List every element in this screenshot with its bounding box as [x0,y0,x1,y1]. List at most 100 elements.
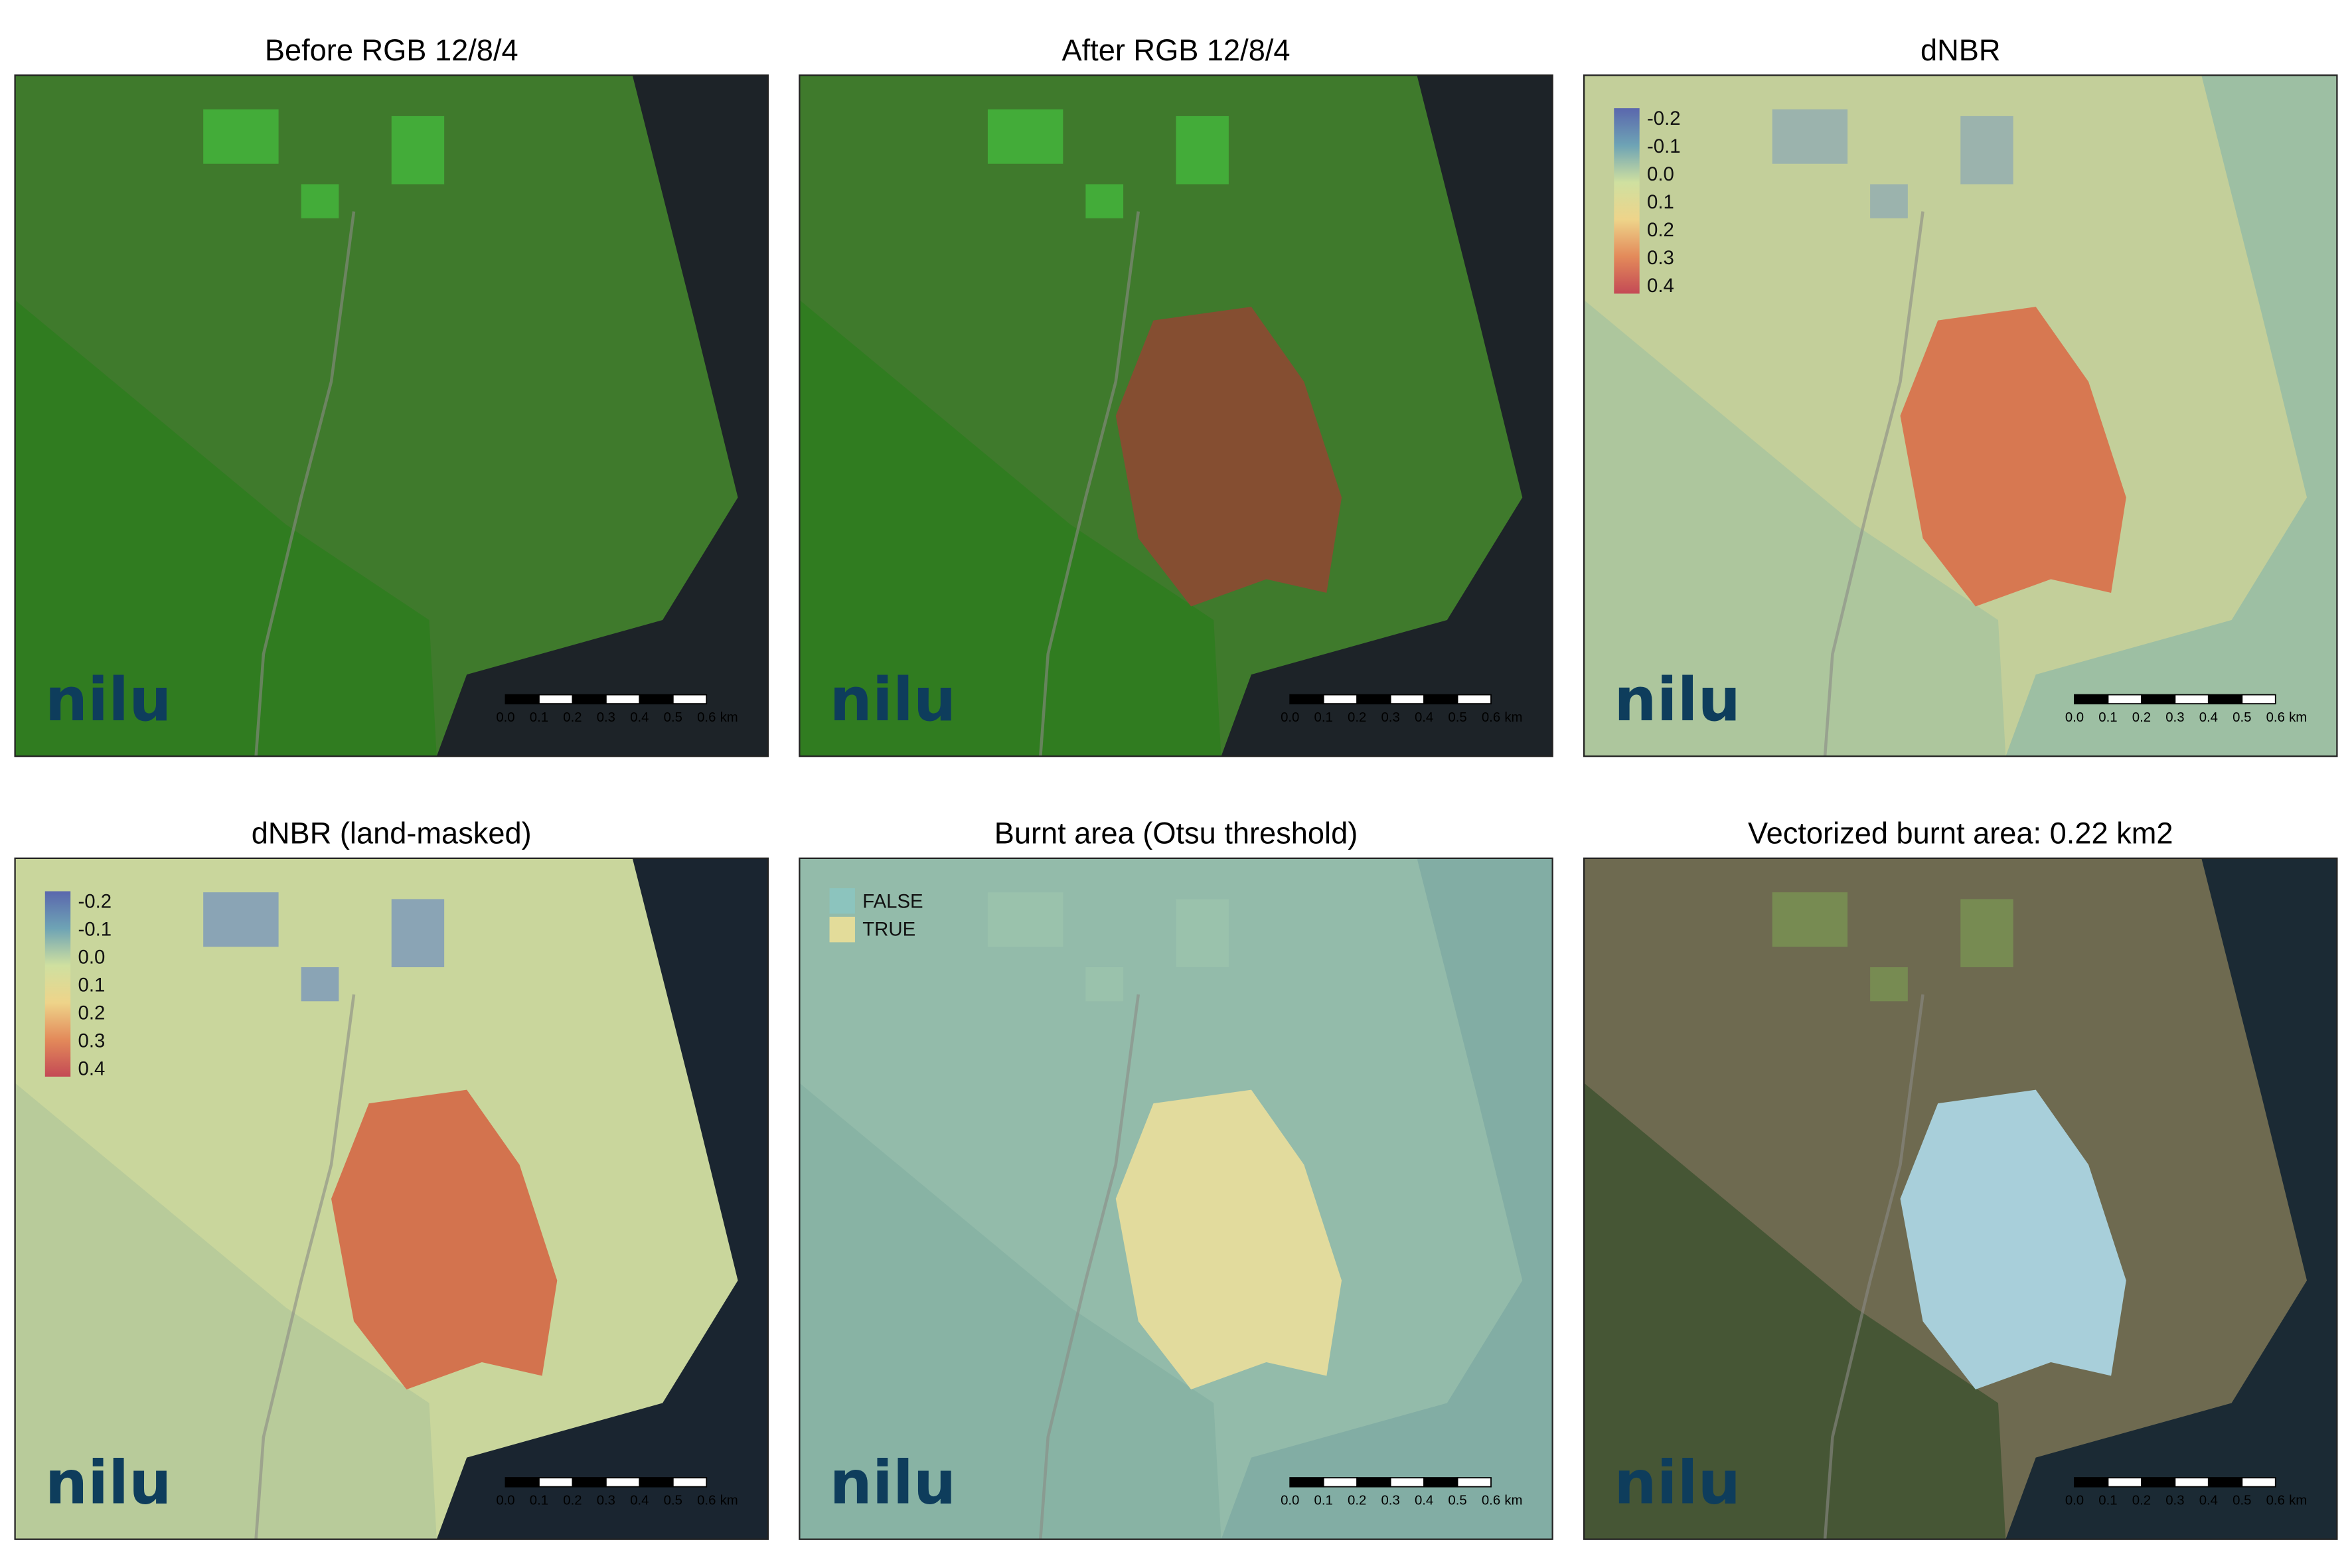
map-field [391,899,445,967]
panel-title: After RGB 12/8/4 [1061,33,1290,67]
scale-label: 0.0 [496,1494,514,1508]
legend-label: FALSE [862,890,923,912]
scale-label: 0.4 [2199,1494,2218,1508]
logo: nilu [1614,665,1741,735]
map-field [1085,184,1124,218]
scale-label: 0.0 [2065,1494,2084,1508]
map-road [1823,211,1924,757]
scale-label: 0.1 [530,1494,548,1508]
scale-label: 0.3 [2165,1494,2184,1508]
map-forest [1584,299,2006,757]
scale-label: 0.0 [1281,710,1299,725]
map-field [301,967,339,1002]
scale-label: 0.5 [1448,1494,1466,1508]
map-frame [14,857,769,1540]
logo: nilu [830,665,957,735]
map-panel: Before RGB 12/8/4 nilu 0.0 0.1 0.2 0.3 0.4 0.5 0… [14,33,769,757]
scale-label: 0.2 [1348,710,1366,725]
map-panel: After RGB 12/8/4 nilu 0.0 0.1 0.2 0.3 0.4 0.5 0.… [799,33,1553,757]
scale-unit: km [1504,1494,1522,1508]
scale-unit: km [2289,710,2307,725]
scale-label: 0.0 [1281,1494,1299,1508]
map-field [1960,899,2013,967]
scale-label: 0.6 [1482,710,1500,725]
map-frame [799,857,1553,1540]
scale-segment [672,1477,708,1488]
scale-segment [1356,1477,1391,1488]
legend-label: -0.1 [1647,135,1681,157]
scale-label: 0.1 [530,710,548,725]
scale-unit: km [720,710,738,725]
panel-title: Vectorized burnt area: 0.22 km2 [1748,816,2173,850]
map-forest [15,299,437,757]
scale-segment [1423,1477,1458,1488]
map-field [1772,892,1848,947]
scale-label: 0.2 [2132,1494,2151,1508]
scale-segment [2207,1477,2243,1488]
map-road [254,211,356,757]
map-field [301,184,339,218]
map-water [2005,858,2337,1539]
scale-label: 0.0 [2065,710,2084,725]
legend-label: 0.2 [78,1002,105,1024]
map-road [1039,211,1140,757]
scale-segment [2241,694,2276,705]
burn-area [331,1089,558,1390]
map-road [1039,994,1140,1539]
legend-colorbar [1614,108,1640,294]
scale-unit: km [720,1494,738,1508]
map-water [2005,75,2337,757]
map-water [1221,75,1553,757]
legend-label: TRUE [862,918,915,940]
scale-label: 0.5 [1448,710,1466,725]
legend-label: 0.0 [78,946,105,968]
panel-title: dNBR [1921,33,2001,67]
scale-segment [1289,1477,1324,1488]
burn-area [1900,1089,2126,1390]
map-field [1772,109,1848,164]
panel-title: dNBR (land-masked) [252,816,532,850]
map-water [436,858,768,1539]
map-water [436,75,768,757]
scale-segment [505,1477,540,1488]
scale-segment [572,1477,607,1488]
map-road [254,994,356,1539]
map-panel: dNBR (land-masked) -0.2 -0.1 0.0 0.1 0.2 0.3 0.… [14,816,769,1540]
panel-title: Before RGB 12/8/4 [265,33,518,67]
scale-unit: km [1504,710,1522,725]
burn-area [1115,307,1342,607]
scale-label: 0.4 [2199,710,2218,725]
scale-segment [2107,1477,2142,1488]
scale-segment [2141,694,2176,705]
scale-segment [2174,694,2209,705]
scale-segment [505,694,540,705]
map-frame [799,74,1553,757]
scale-segment [2141,1477,2176,1488]
scale-label: 0.4 [1415,1494,1433,1508]
map-panel: Vectorized burnt area: 0.22 km2 nilu 0.0 0.… [1583,816,2338,1540]
scale-segment [1322,694,1358,705]
scale-segment [605,1477,641,1488]
scale-label: 0.6 [1482,1494,1500,1508]
burn-area [1900,307,2126,607]
scale-segment [538,694,574,705]
map-forest [799,1083,1221,1539]
legend-swatch [829,888,855,914]
scale-segment [672,694,708,705]
scale-segment [639,694,674,705]
legend-label: 0.1 [1647,191,1674,213]
scale-label: 0.1 [1314,1494,1333,1508]
legend-label: 0.3 [78,1030,105,1052]
scale-segment [1456,694,1492,705]
scale-segment [2207,694,2243,705]
scale-segment [2074,694,2109,705]
scale-label: 0.2 [563,710,582,725]
scale-label: 0.3 [1381,710,1399,725]
scale-label: 0.6 [697,1494,716,1508]
legend-label: 0.3 [1647,247,1674,269]
scale-label: 0.4 [1415,710,1433,725]
scale-label: 0.2 [563,1494,582,1508]
scale-segment [1389,1477,1425,1488]
scale-segment [2174,1477,2209,1488]
